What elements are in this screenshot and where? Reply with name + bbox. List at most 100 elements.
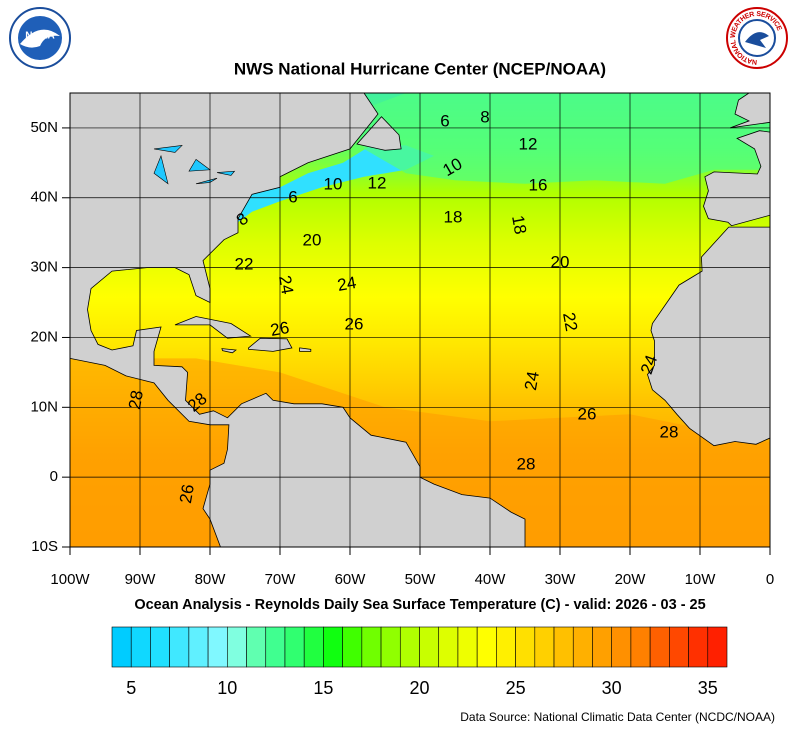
colorbar-box: [169, 626, 190, 668]
colorbar-box: [630, 626, 651, 668]
contour-label: 28: [660, 422, 679, 441]
contour-label: 28: [517, 454, 536, 473]
noaa-text: NOAA: [25, 31, 54, 42]
colorbar-box: [611, 626, 632, 668]
colorbar-box: [284, 626, 305, 668]
lake: [153, 144, 183, 153]
lake: [195, 177, 218, 185]
lat-label: 10N: [30, 398, 58, 415]
contour-label: 12: [519, 134, 538, 153]
colorbar-tick-label: 10: [217, 678, 237, 698]
colorbar-box: [592, 626, 612, 668]
colorbar-tick-label: 30: [602, 678, 622, 698]
nws-logo: NATIONAL WEATHER SERVICE: [726, 7, 788, 69]
colorbar-box: [476, 626, 497, 668]
colorbar-box: [227, 626, 247, 668]
colorbar-box: [342, 626, 363, 668]
lat-label: 20N: [30, 328, 58, 345]
colorbar-box: [669, 626, 689, 668]
colorbar-box: [323, 626, 343, 668]
colorbar-box: [707, 626, 728, 668]
land: [248, 337, 293, 352]
colorbar-box: [688, 626, 709, 668]
caption: Ocean Analysis - Reynolds Daily Sea Surf…: [134, 597, 705, 613]
lon-label: 70W: [265, 571, 297, 588]
colorbar-box: [150, 626, 170, 668]
land: [221, 348, 237, 354]
contour-label: 8: [480, 107, 489, 126]
colorbar-tick-label: 35: [698, 678, 718, 698]
land: [356, 116, 402, 151]
lon-label: 100W: [50, 571, 90, 588]
lake: [153, 154, 169, 185]
colorbar-box: [207, 626, 228, 668]
contour-label: 26: [269, 318, 291, 340]
colorbar-box: [399, 626, 420, 668]
colorbar-box: [457, 626, 478, 668]
contour-label: 10: [324, 174, 343, 193]
lon-label: 30W: [545, 571, 577, 588]
colorbar-box: [130, 626, 151, 668]
colorbar-box: [438, 626, 459, 668]
colorbar-box: [496, 626, 516, 668]
colorbar-box: [361, 626, 382, 668]
colorbar-box: [246, 626, 267, 668]
cold-shelf-water: [238, 145, 434, 223]
colorbar: 5 10 15 20 25 30 35: [111, 626, 728, 698]
colorbar-box: [188, 626, 209, 668]
contour-label: 24: [275, 274, 297, 296]
lon-label: 50W: [405, 571, 437, 588]
colorbar-box: [303, 626, 324, 668]
lon-label: 20W: [615, 571, 647, 588]
lon-label: 10W: [685, 571, 717, 588]
contour-label: 26: [578, 404, 597, 423]
colorbar-box: [572, 626, 593, 668]
colorbar-tick-label: 25: [506, 678, 526, 698]
contour-label: 6: [440, 111, 449, 130]
lake: [216, 170, 236, 176]
lat-label: 30N: [30, 259, 58, 276]
colorbar-box: [419, 626, 440, 668]
contour-label: 22: [235, 254, 254, 273]
contour-label: 6: [288, 187, 297, 206]
colorbar-box: [534, 626, 555, 668]
lat-label: 10S: [31, 538, 58, 555]
land: [729, 93, 770, 129]
colorbar-box: [265, 626, 286, 668]
colorbar-box: [515, 626, 536, 668]
lake: [188, 158, 211, 172]
contour-label: 20: [551, 252, 570, 271]
contour-label: 24: [521, 370, 543, 392]
colorbar-box: [111, 626, 132, 668]
lon-label: 0: [766, 571, 774, 588]
axes: 100W 90W 80W 70W 60W 50W 40W 30W 20W 10W 0 50N 40N 30…: [30, 119, 774, 588]
footer: Data Source: National Climatic Data Cent…: [460, 710, 775, 724]
contour-label: 18: [508, 214, 530, 236]
lon-label: 40W: [475, 571, 507, 588]
contour-label: 12: [368, 173, 387, 192]
title: NWS National Hurricane Center (NCEP/NOAA…: [234, 59, 606, 78]
contour-label: 28: [125, 389, 147, 411]
land: [703, 130, 770, 227]
contour-label: 22: [559, 311, 581, 333]
contour-label: 26: [176, 483, 198, 505]
land: [647, 226, 770, 447]
colorbar-box: [649, 626, 670, 668]
colorbar-tick-label: 5: [126, 678, 136, 698]
land: [299, 347, 312, 352]
colorbar-tick-label: 15: [313, 678, 333, 698]
lat-label: 50N: [30, 119, 58, 136]
lat-label: 0: [50, 468, 58, 485]
contour-label: 16: [529, 175, 548, 194]
lon-label: 90W: [125, 571, 157, 588]
contour-label: 18: [444, 207, 463, 226]
colorbar-tick-label: 20: [409, 678, 429, 698]
noaa-logo: NOAA: [9, 7, 71, 69]
contour-label: 24: [336, 273, 358, 295]
contour-label: 20: [303, 230, 322, 249]
contour-label: 26: [345, 314, 364, 333]
colorbar-box: [553, 626, 574, 668]
lat-label: 40N: [30, 189, 58, 206]
